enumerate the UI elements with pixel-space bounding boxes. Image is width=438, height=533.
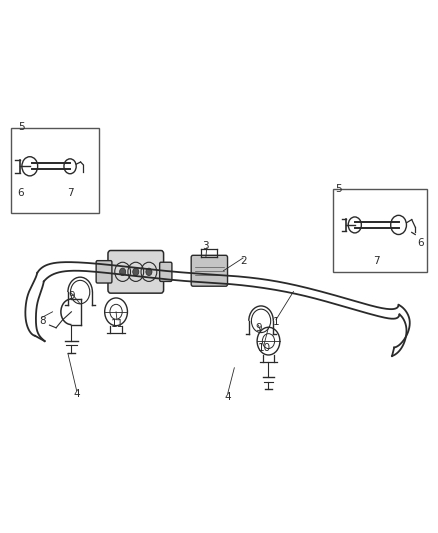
Text: 5: 5 xyxy=(335,184,342,194)
Text: 7: 7 xyxy=(67,188,74,198)
Text: 4: 4 xyxy=(224,392,231,402)
Text: 10: 10 xyxy=(258,343,271,352)
FancyBboxPatch shape xyxy=(96,261,112,283)
Text: 4: 4 xyxy=(73,390,80,399)
Text: 6: 6 xyxy=(417,238,424,247)
Text: 1: 1 xyxy=(272,318,279,327)
Circle shape xyxy=(133,268,139,276)
Text: 2: 2 xyxy=(240,256,247,266)
FancyBboxPatch shape xyxy=(191,255,228,286)
Text: 7: 7 xyxy=(373,256,380,266)
Circle shape xyxy=(146,268,152,276)
Text: 3: 3 xyxy=(201,241,208,251)
Bar xyxy=(11,128,99,213)
Text: 6: 6 xyxy=(18,188,25,198)
FancyBboxPatch shape xyxy=(108,251,163,293)
Text: 8: 8 xyxy=(39,316,46,326)
Text: 5: 5 xyxy=(18,122,25,132)
Text: 9: 9 xyxy=(255,323,262,333)
Bar xyxy=(333,189,427,272)
Circle shape xyxy=(120,268,126,276)
Text: 9: 9 xyxy=(68,291,75,301)
FancyBboxPatch shape xyxy=(159,262,172,281)
Text: 11: 11 xyxy=(110,319,124,328)
